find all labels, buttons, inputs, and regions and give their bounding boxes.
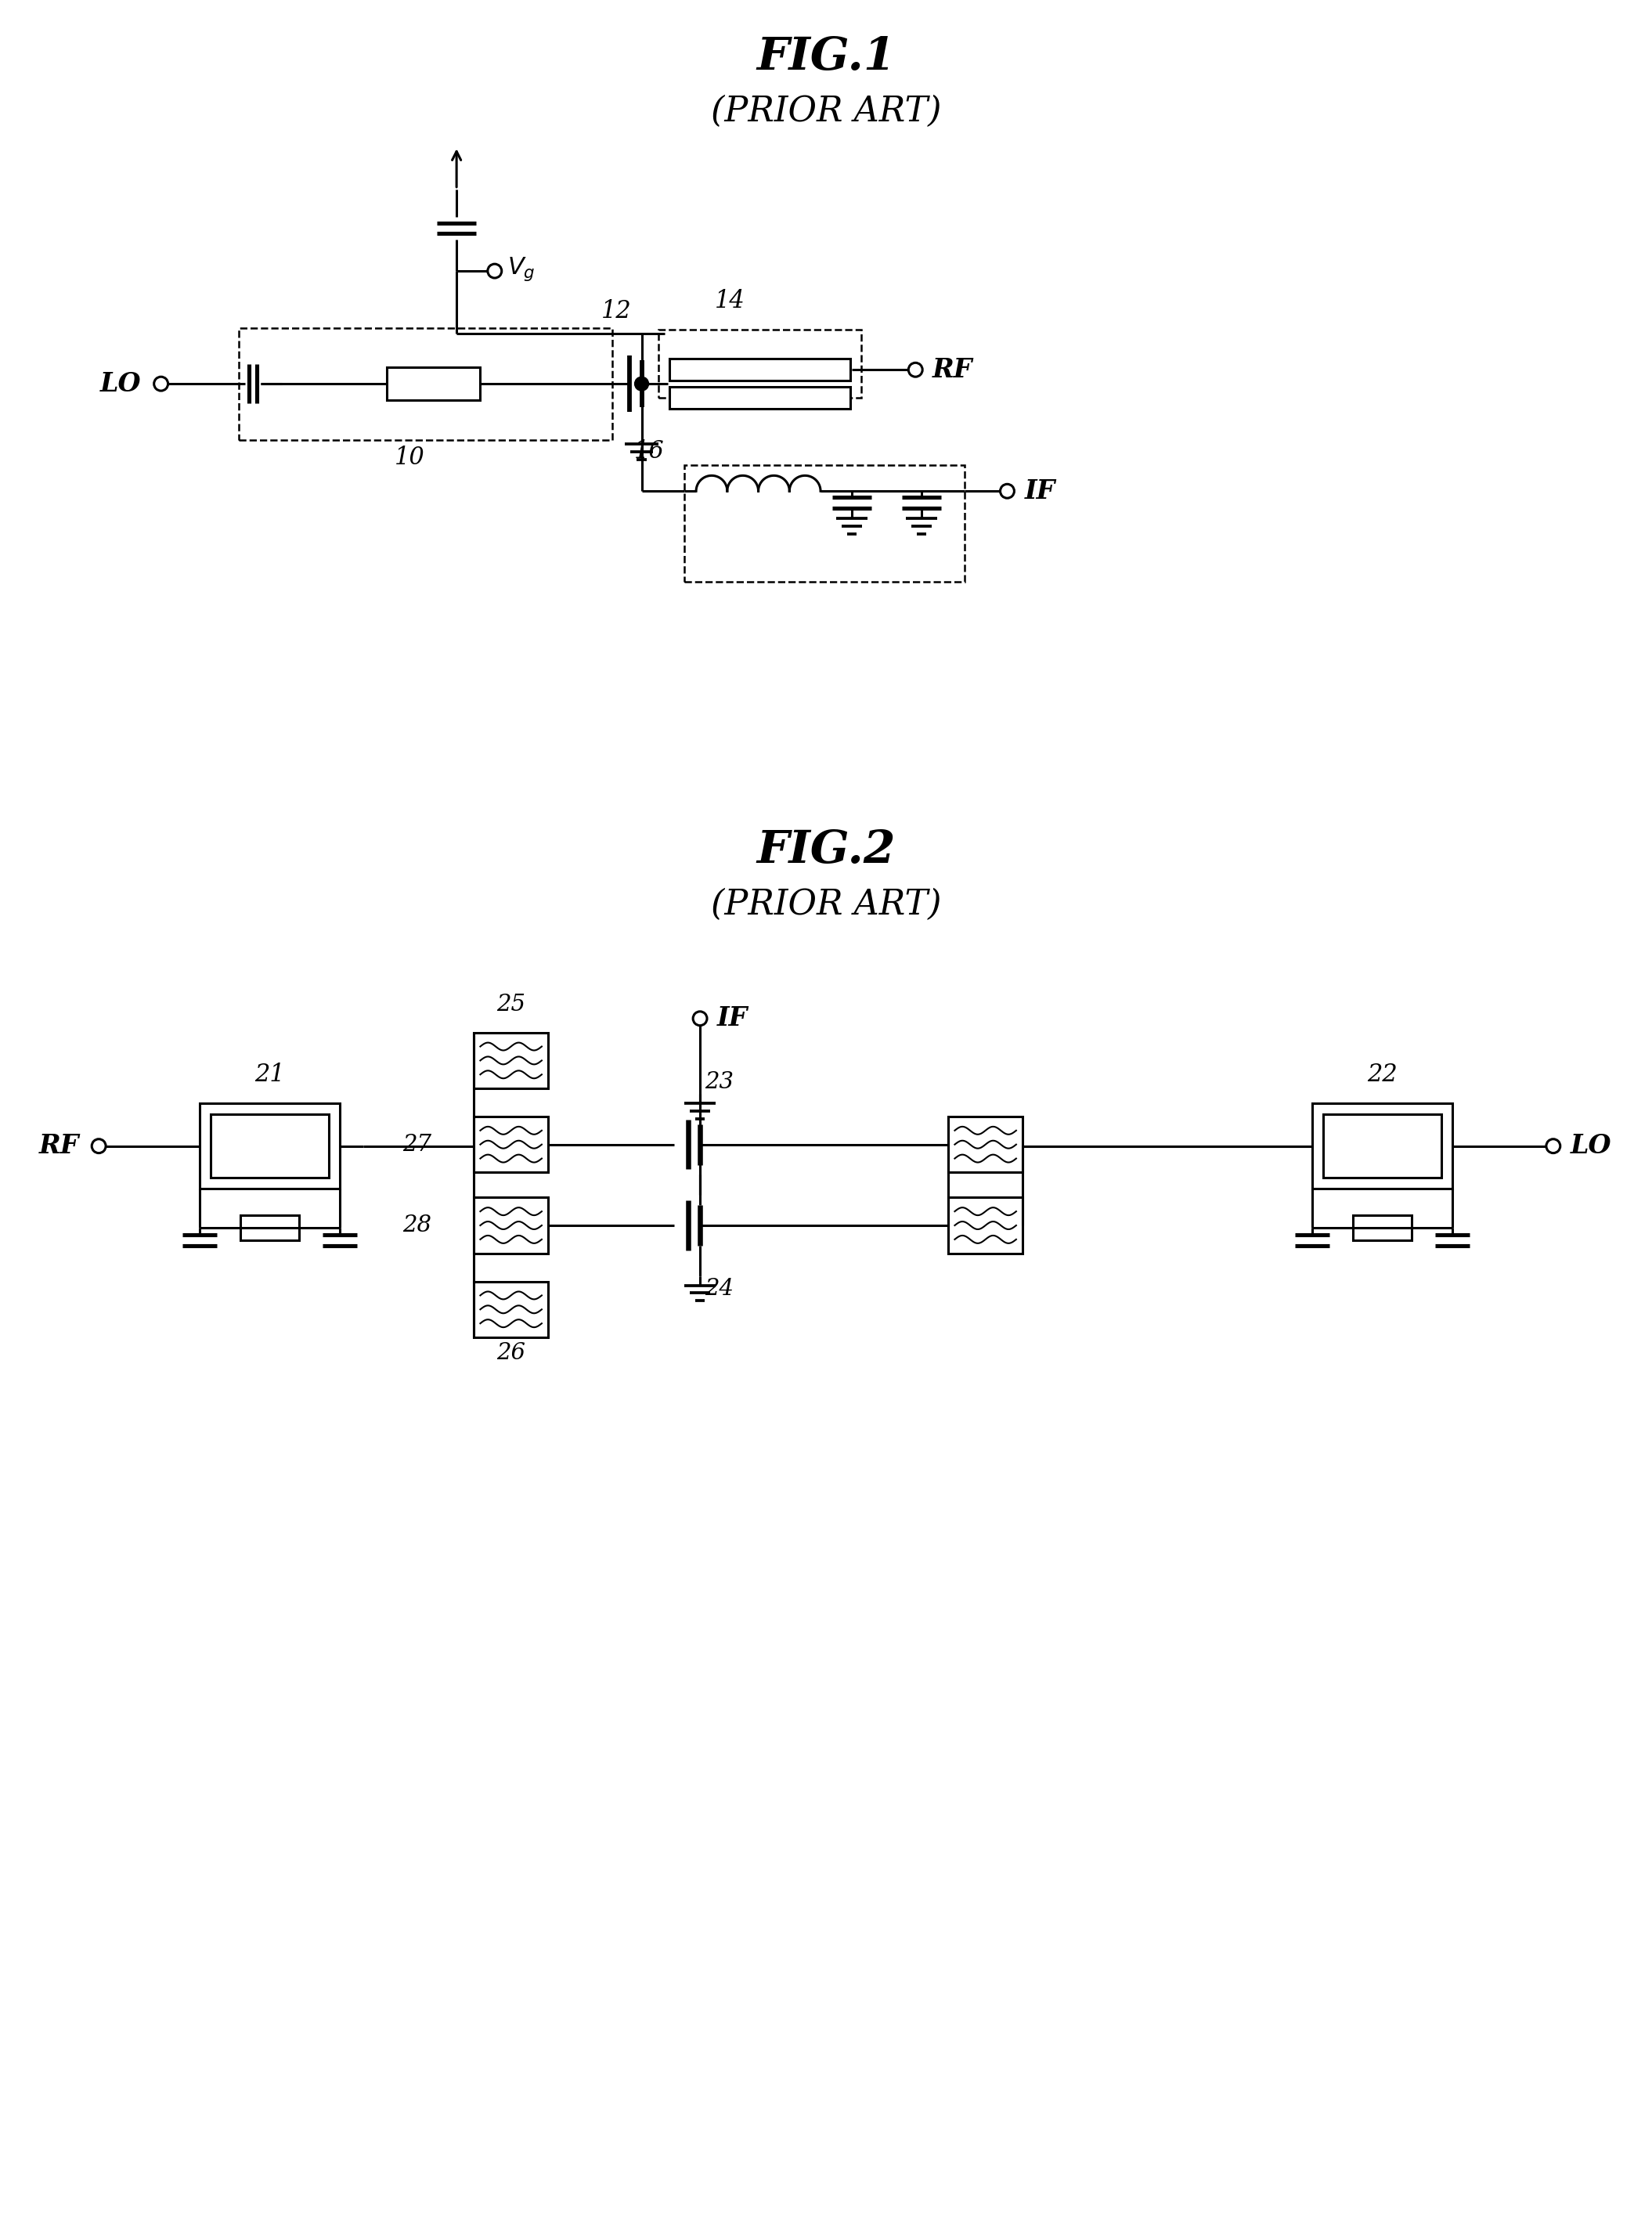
Text: IF: IF [717, 1005, 748, 1032]
Text: 22: 22 [1366, 1063, 1398, 1087]
Bar [240, 1216, 299, 1240]
Text: 12: 12 [601, 300, 631, 324]
Bar [474, 1032, 548, 1090]
Text: 25: 25 [497, 994, 525, 1016]
Bar [1312, 1103, 1452, 1189]
Bar [948, 1116, 1023, 1172]
Bar [684, 466, 965, 581]
Text: 26: 26 [497, 1342, 525, 1365]
Bar [240, 328, 613, 439]
Text: 24: 24 [705, 1278, 733, 1300]
Text: 14: 14 [714, 288, 745, 313]
Bar [474, 1116, 548, 1172]
Bar [1323, 1114, 1441, 1178]
Text: LO: LO [101, 371, 142, 397]
Text: FIG.2: FIG.2 [757, 828, 895, 872]
Bar [474, 1280, 548, 1338]
Bar [669, 386, 851, 408]
Bar [1353, 1216, 1412, 1240]
Text: RF: RF [933, 357, 973, 382]
Text: 23: 23 [705, 1072, 733, 1094]
Circle shape [634, 377, 649, 391]
Text: (PRIOR ART): (PRIOR ART) [710, 95, 942, 129]
Bar [387, 368, 479, 399]
Bar [200, 1103, 340, 1189]
Text: (PRIOR ART): (PRIOR ART) [710, 888, 942, 921]
Text: 16: 16 [634, 439, 664, 464]
Bar [948, 1198, 1023, 1254]
Text: 10: 10 [395, 446, 425, 470]
Bar [474, 1198, 548, 1254]
Text: 28: 28 [403, 1214, 431, 1236]
Bar [659, 328, 861, 397]
Text: 27: 27 [403, 1134, 431, 1156]
Bar [211, 1114, 329, 1178]
Text: LO: LO [1571, 1134, 1612, 1158]
Text: IF: IF [1024, 479, 1056, 504]
Bar [669, 359, 851, 382]
Text: RF: RF [40, 1134, 79, 1158]
Text: $\mathit{V_g}$: $\mathit{V_g}$ [507, 255, 535, 282]
Text: 21: 21 [254, 1063, 286, 1087]
Text: FIG.1: FIG.1 [757, 36, 895, 80]
